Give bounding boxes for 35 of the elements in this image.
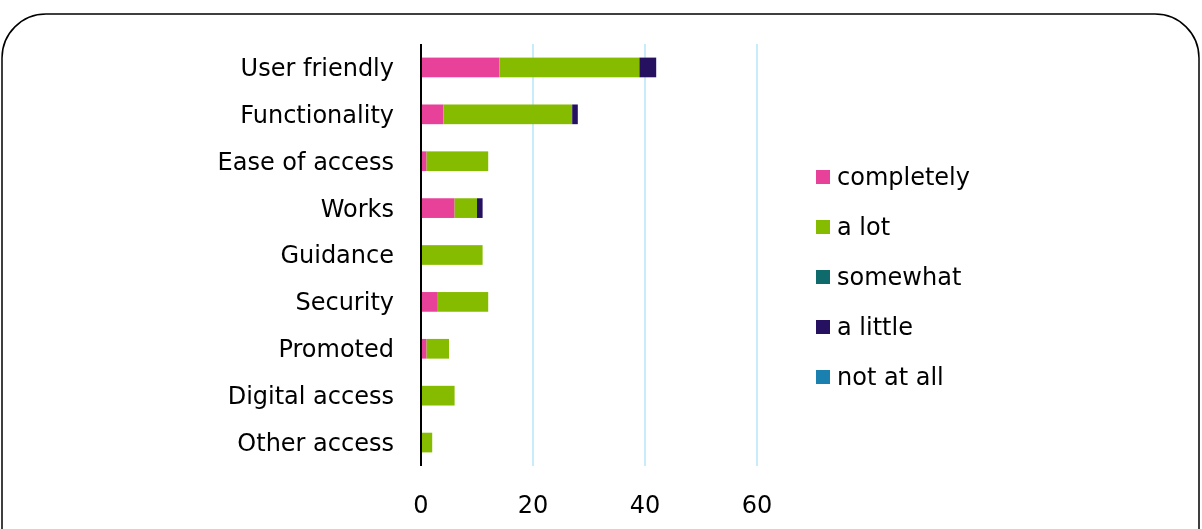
bar — [421, 57, 500, 78]
legend-label: a little — [837, 313, 913, 342]
bar — [426, 338, 449, 359]
legend-label: completely — [837, 163, 970, 192]
x-tick-label: 0 — [413, 491, 429, 520]
y-tick-label: Functionality — [240, 100, 394, 129]
y-tick-label: User friendly — [240, 53, 394, 82]
bar — [421, 385, 455, 406]
bar — [443, 104, 573, 125]
bar — [454, 198, 477, 218]
y-tick-label: Digital access — [227, 382, 394, 411]
y-tick-label: Other access — [237, 428, 394, 457]
x-tick-label: 20 — [517, 491, 549, 520]
bar — [421, 245, 483, 265]
bar — [437, 292, 489, 312]
x-tick-label: 40 — [629, 491, 661, 520]
bar — [421, 104, 444, 125]
legend-label: somewhat — [837, 263, 962, 292]
bar — [421, 338, 427, 359]
y-tick-label: Works — [320, 194, 394, 223]
bar — [421, 151, 427, 172]
bar — [572, 104, 578, 125]
x-tick-label: 60 — [741, 491, 773, 520]
bar — [499, 57, 640, 78]
y-tick-label: Security — [295, 288, 394, 317]
bar — [421, 292, 438, 312]
bar — [639, 57, 657, 78]
legend-label: not at all — [837, 363, 944, 392]
y-tick-label: Promoted — [278, 335, 394, 364]
y-tick-label: Guidance — [280, 241, 394, 270]
y-tick-label: Ease of access — [217, 147, 394, 176]
bar — [426, 151, 489, 172]
bar — [477, 198, 483, 218]
legend-label: a lot — [837, 213, 891, 242]
bar — [421, 198, 455, 218]
